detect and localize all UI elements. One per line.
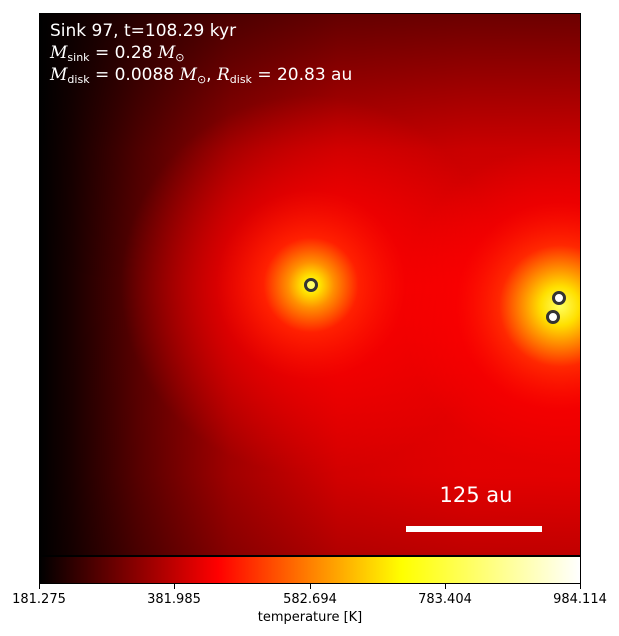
- colorbar-tick-label: 984.114: [553, 592, 607, 607]
- colorbar-label: temperature [K]: [257, 610, 363, 625]
- colorbar: [39, 556, 581, 584]
- colorbar-tick-label: 783.404: [418, 592, 472, 607]
- colorbar-tick: [310, 584, 311, 589]
- colorbar-tick: [580, 584, 581, 589]
- disk-properties-line: Mdisk = 0.0088 M⊙, Rdisk = 20.83 au: [50, 65, 353, 86]
- sink-right-lower-marker: [546, 310, 560, 324]
- sink-right-upper-marker: [552, 291, 566, 305]
- colorbar-tick-label: 381.985: [147, 592, 201, 607]
- scale-bar-label: 125 au: [439, 483, 513, 507]
- colorbar-tick-label: 181.275: [12, 592, 66, 607]
- colorbar-tick: [445, 584, 446, 589]
- temperature-map: Sink 97, t=108.29 kyr Msink = 0.28 M⊙ Md…: [39, 13, 581, 556]
- scale-bar: [406, 526, 542, 532]
- sink-mass-line: Msink = 0.28 M⊙: [50, 43, 185, 64]
- colorbar-tick-label: 582.694: [283, 592, 337, 607]
- sink-title: Sink 97, t=108.29 kyr: [50, 21, 237, 41]
- sink-primary-marker: [304, 278, 318, 292]
- sink-annotation: Sink 97, t=108.29 kyr Msink = 0.28 M⊙ Md…: [50, 20, 352, 86]
- colorbar-tick: [39, 584, 40, 589]
- colorbar-tick: [174, 584, 175, 589]
